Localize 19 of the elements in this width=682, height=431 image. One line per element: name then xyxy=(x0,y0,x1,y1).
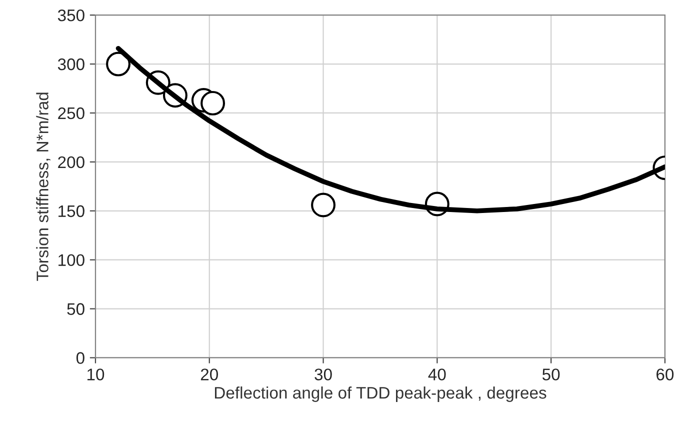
y-tick-label: 50 xyxy=(67,303,84,315)
y-tick-label: 150 xyxy=(58,205,84,218)
y-tick-label: 250 xyxy=(58,107,84,120)
point xyxy=(106,52,130,76)
y-tick-label: 350 xyxy=(58,9,84,22)
x-tick-label: 40 xyxy=(428,368,446,380)
y-tick-label: 200 xyxy=(58,156,84,168)
x-tick-label: 60 xyxy=(656,368,674,380)
y-tick-label: 0 xyxy=(76,352,84,364)
y-tick-label: 100 xyxy=(58,254,84,266)
y-tick-label: 300 xyxy=(58,58,84,70)
x-tick-label: 10 xyxy=(87,368,104,380)
point xyxy=(200,90,226,116)
x-axis-title: Deflection angle of TDD peak-peak , degrees xyxy=(214,386,546,402)
point xyxy=(311,192,336,218)
y-axis-title: Torsion stiffness, N*m/rad xyxy=(36,92,50,281)
x-tick-label: 50 xyxy=(542,368,560,380)
x-tick-label: 20 xyxy=(200,368,218,380)
x-tick-label: 30 xyxy=(314,368,332,380)
